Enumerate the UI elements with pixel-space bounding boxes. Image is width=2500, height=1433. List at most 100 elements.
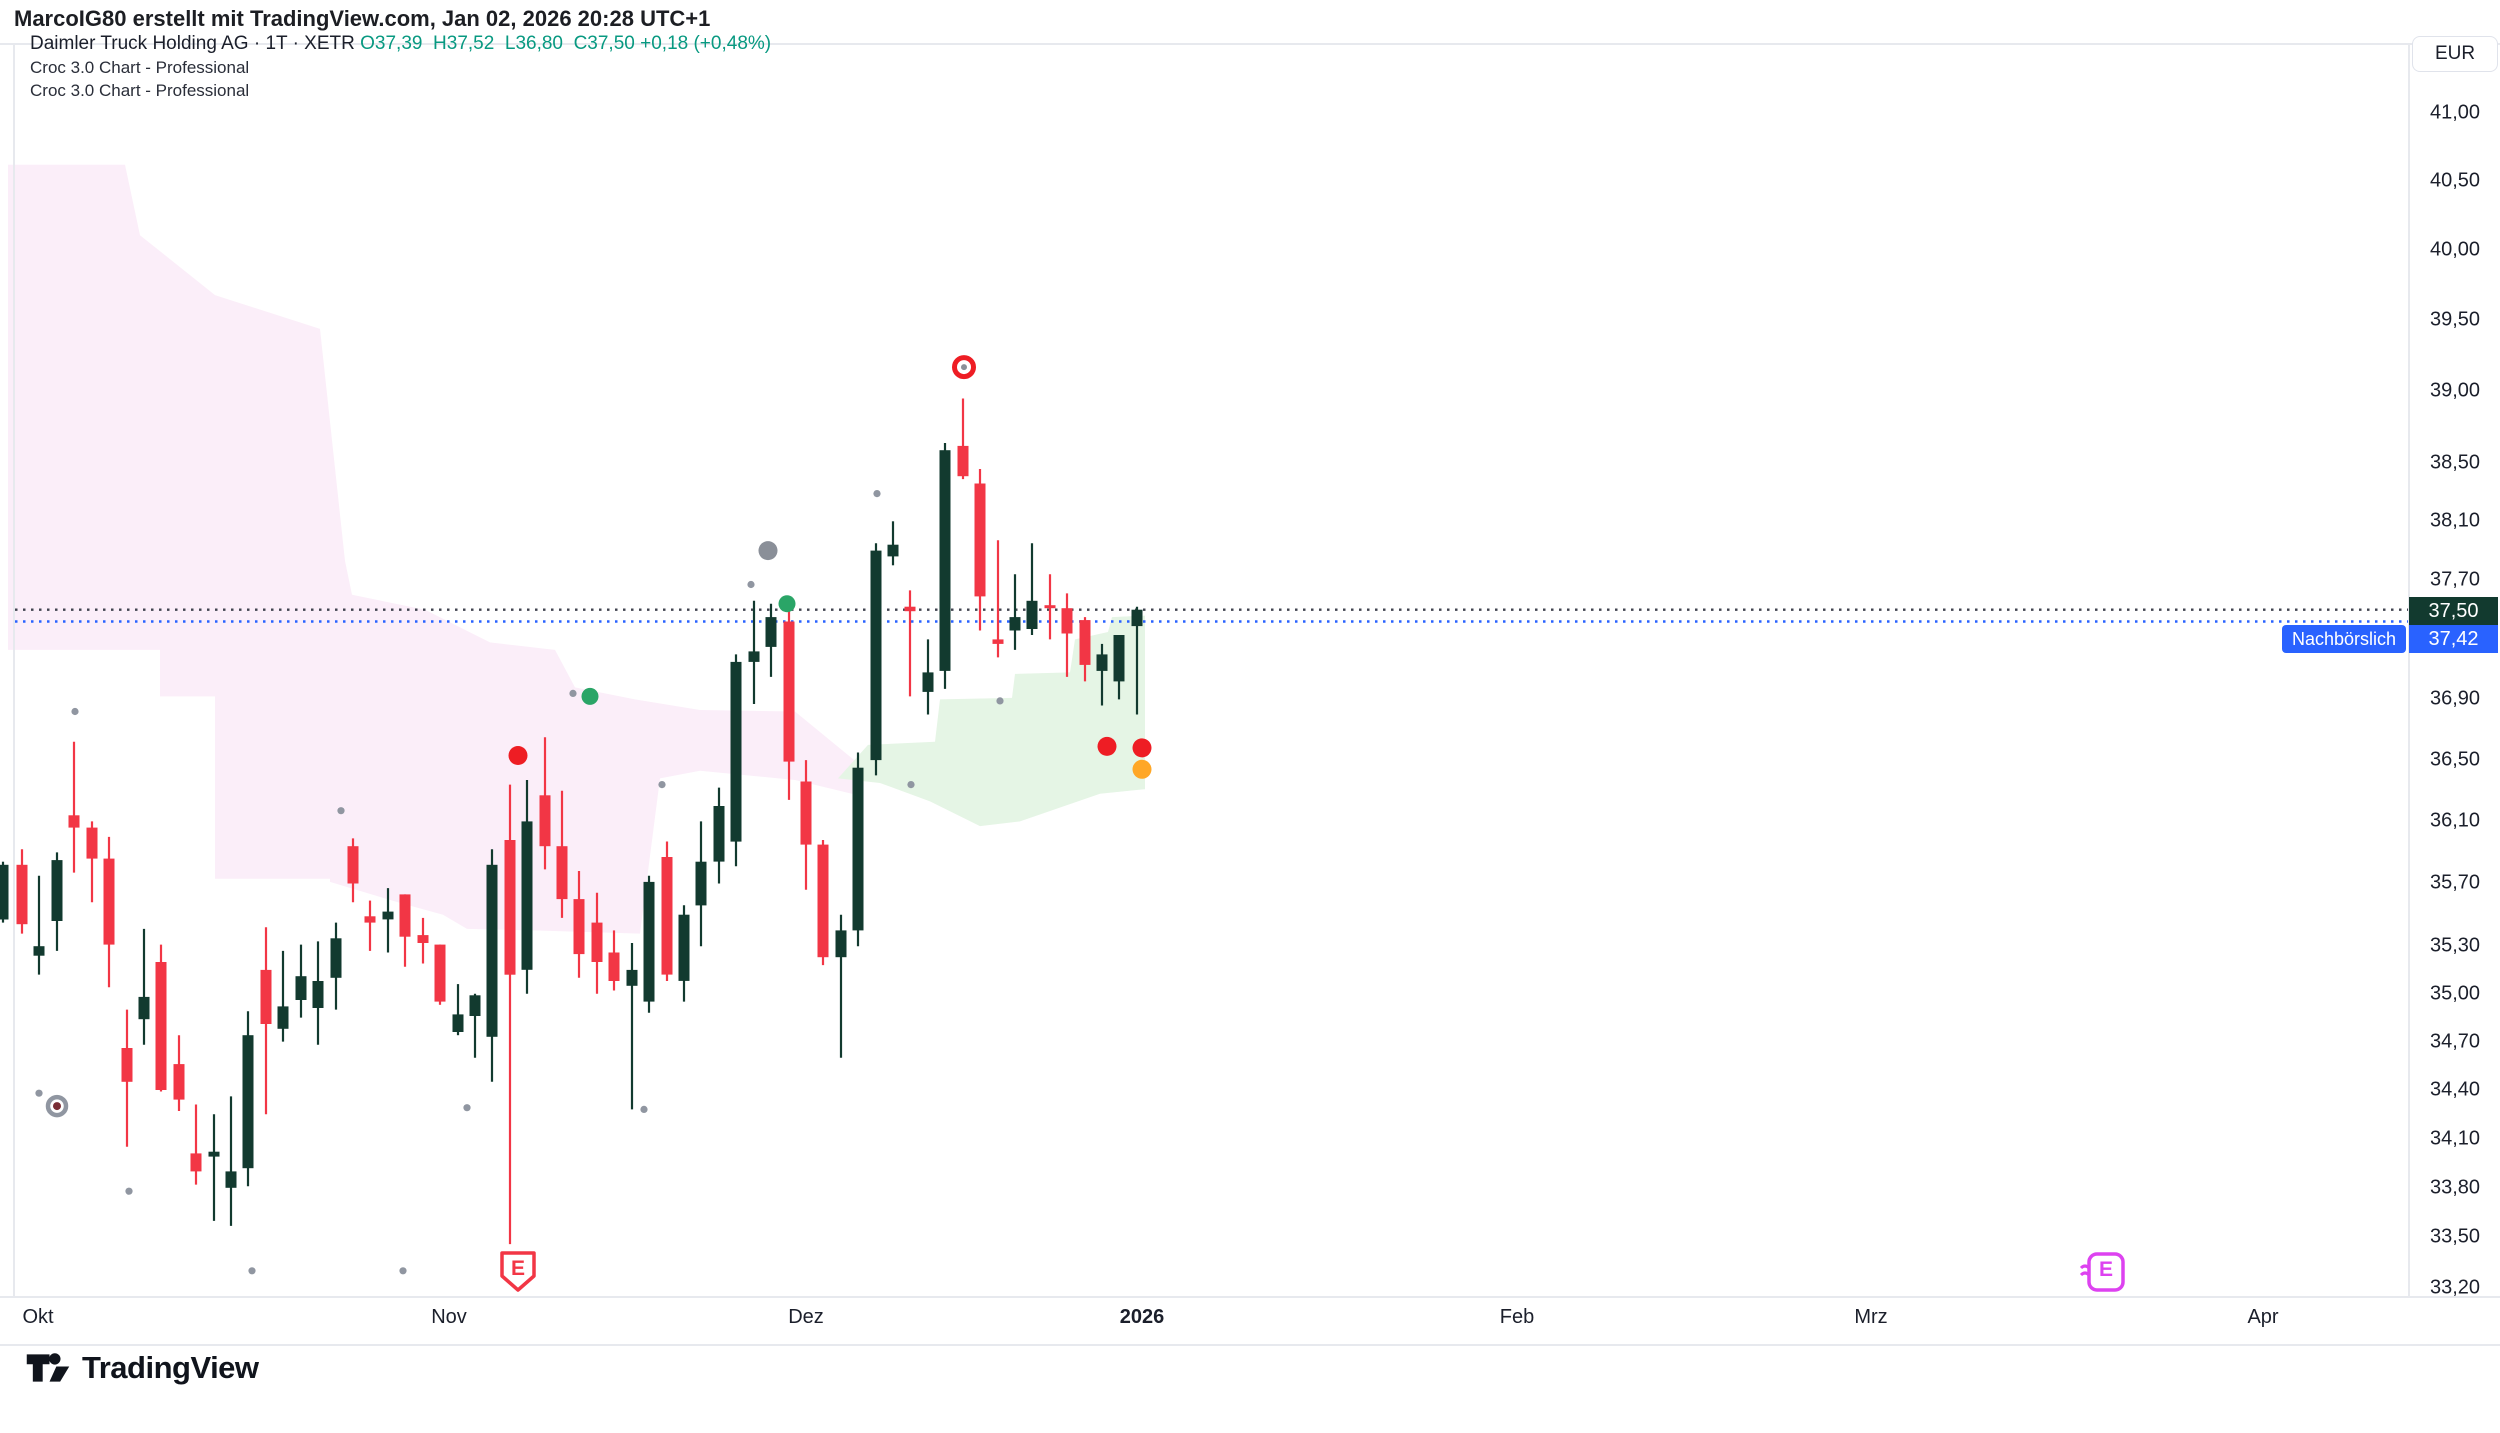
candle: [835, 914, 847, 1058]
price-axis-label: 33,50: [2429, 1225, 2481, 1248]
axis-separator-vertical[interactable]: [2408, 43, 2410, 1296]
ohlc-item: L36,80: [504, 33, 563, 54]
candle: [748, 600, 760, 704]
price-axis-label: 35,00: [2429, 982, 2481, 1005]
candle: [591, 892, 603, 994]
candle: [1009, 574, 1021, 650]
target-ring-gray-icon: [45, 1094, 69, 1118]
price-axis-label: 34,40: [2429, 1078, 2481, 1101]
tradingview-logo: TradingView: [26, 1348, 259, 1388]
candle: [312, 941, 324, 1045]
chart-legend: Daimler Truck Holding AG · 1T · XETR O37…: [30, 33, 771, 101]
time-axis-label: Nov: [431, 1306, 467, 1328]
signal-dot-gray-icon: [399, 1267, 407, 1275]
candle: [922, 639, 934, 715]
candle: [626, 943, 638, 1110]
signal-dot-gray-icon: [640, 1105, 648, 1113]
signal-dot-gray-large-icon: [758, 541, 778, 561]
price-axis-label: 38,10: [2429, 509, 2481, 532]
price-axis-label: 34,10: [2429, 1127, 2481, 1150]
indicator-cloud: [838, 615, 1145, 827]
candle: [608, 930, 620, 991]
candle: [852, 752, 864, 947]
candle: [277, 950, 289, 1042]
target-ring-red-icon: [952, 355, 976, 380]
candle: [817, 840, 829, 966]
time-axis-label: Dez: [788, 1306, 824, 1328]
candle: [103, 836, 115, 988]
candle: [939, 443, 951, 689]
price-axis-label: 36,50: [2429, 748, 2481, 771]
price-axis-label: 36,90: [2429, 687, 2481, 710]
svg-text:E: E: [2099, 1258, 2113, 1281]
indicator-label-1[interactable]: Croc 3.0 Chart - Professional: [30, 58, 250, 77]
card-top-border: [0, 43, 2500, 45]
candle: [452, 984, 464, 1036]
symbol-title[interactable]: Daimler Truck Holding AG · 1T · XETR O37…: [30, 33, 771, 55]
ohlc-item: H37,52: [433, 33, 495, 54]
ohlc-item: O37,39: [360, 33, 423, 54]
candle: [1113, 635, 1125, 700]
candle: [643, 875, 655, 1013]
candle: [33, 875, 45, 975]
candle: [539, 737, 551, 870]
candle: [765, 603, 777, 677]
signal-dot-gray-icon: [907, 781, 915, 789]
attribution-text: MarcoIG80 erstellt mit TradingView.com, …: [14, 6, 711, 31]
candle: [730, 654, 742, 867]
candle: [364, 900, 376, 951]
price-axis-label: 40,00: [2429, 238, 2481, 261]
signal-dot-red-icon: [508, 746, 528, 765]
signal-dot-gray-icon: [248, 1267, 256, 1275]
signal-dot-gray-icon: [125, 1187, 133, 1195]
price-axis-label: 36,10: [2429, 809, 2481, 832]
after-hours-pill[interactable]: Nachbörslich: [2282, 625, 2406, 653]
earnings-badge-icon[interactable]: E: [500, 1251, 536, 1292]
signal-dot-gray-icon: [35, 1089, 43, 1097]
change-value: +0,18 (+0,48%): [640, 33, 772, 54]
candle: [783, 606, 795, 800]
signal-dot-gray-icon: [569, 689, 577, 698]
tradingview-logo-text: TradingView: [82, 1350, 259, 1385]
candle: [1061, 593, 1073, 677]
after-hours-price-badge[interactable]: 37,42: [2409, 625, 2498, 653]
candle: [260, 927, 272, 1115]
candle: [469, 993, 481, 1058]
price-axis-label: 35,70: [2429, 871, 2481, 894]
candle: [1096, 643, 1108, 706]
candle: [1079, 617, 1091, 682]
price-axis-label: 38,50: [2429, 451, 2481, 474]
signal-dot-gray-icon: [658, 781, 666, 789]
price-axis-label: 35,30: [2429, 934, 2481, 957]
earnings-estimate-badge-icon[interactable]: E: [2079, 1252, 2125, 1292]
candle: [155, 944, 167, 1092]
candle: [1131, 606, 1143, 715]
candle: [208, 1114, 220, 1221]
candle: [0, 861, 9, 923]
candle: [504, 784, 516, 1245]
candle: [51, 852, 63, 951]
candle: [121, 1009, 133, 1147]
currency-button[interactable]: EUR: [2412, 36, 2498, 72]
candle: [347, 838, 359, 903]
ohlc-values: O37,39 H37,52 L36,80 C37,50: [360, 33, 635, 54]
indicator-label-2[interactable]: Croc 3.0 Chart - Professional: [30, 81, 250, 100]
price-axis-label: 39,50: [2429, 308, 2481, 331]
candle: [556, 790, 568, 918]
candle: [713, 787, 725, 884]
last-price-badge[interactable]: 37,50: [2409, 597, 2498, 625]
svg-text:E: E: [511, 1257, 525, 1280]
price-axis-label: 40,50: [2429, 169, 2481, 192]
symbol-description: Daimler Truck Holding AG · 1T · XETR: [30, 33, 355, 54]
signal-dot-gray-icon: [71, 707, 79, 716]
candle: [800, 760, 812, 890]
time-axis-label: 2026: [1119, 1306, 1165, 1328]
card-bottom-border: [0, 1344, 2500, 1346]
axis-separator-horizontal[interactable]: [0, 1296, 2500, 1298]
time-axis-label: Feb: [1499, 1306, 1535, 1328]
candle: [1026, 543, 1038, 635]
candle: [225, 1096, 237, 1226]
signal-dot-gray-icon: [996, 697, 1004, 705]
